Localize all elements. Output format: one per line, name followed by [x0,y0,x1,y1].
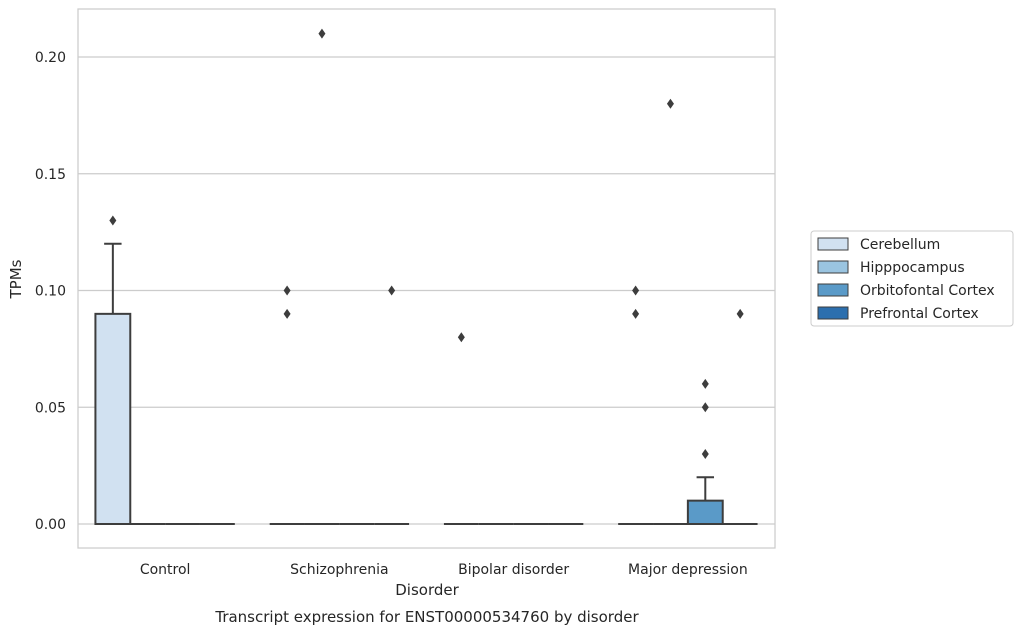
outlier-point [666,98,674,109]
box-prefrontal-cortex [374,285,410,525]
x-tick-label: Control [140,562,191,578]
outlier-point [457,332,465,343]
box-hipppocampus [304,28,340,525]
outlier-point [283,285,291,296]
legend-frame [810,230,1014,327]
outlier-point [318,28,326,39]
box-cerebellum [618,285,654,525]
legend-swatch [817,260,849,274]
outlier-point [736,308,744,319]
x-tick-label: Schizophrenia [290,562,388,578]
x-axis-label: Disorder [395,581,459,599]
box-cerebellum [94,215,132,525]
box-orbitofontal-cortex [686,378,724,525]
y-tick-label: 0.20 [35,50,66,66]
legend-swatch [817,237,849,251]
y-tick-label: 0.05 [35,400,66,416]
outlier-point [388,285,396,296]
legend-label: Orbitofontal Cortex [860,283,995,299]
box-prefrontal-cortex [722,308,758,525]
box-cerebellum [269,285,305,525]
outlier-point [701,378,709,389]
chart-caption: Transcript expression for ENST0000053476… [214,608,639,626]
legend-entries: Cerebellum Hipppocampus Orbitofontal Corte… [817,237,995,322]
box-marks [94,28,758,525]
y-tick-label: 0.15 [35,167,66,183]
y-tick-label: 0.10 [35,284,66,300]
outlier-point [701,448,709,459]
y-tick-label: 0.00 [35,517,66,533]
box-body [686,499,724,525]
y-axis-label: TPMs [7,259,25,299]
legend-swatch [817,283,849,297]
outlier-point [632,285,640,296]
x-tick-labels: Control Schizophrenia Bipolar disorder Majo… [140,562,748,578]
box-hipppocampus [653,98,688,525]
x-tick-label: Bipolar disorder [458,562,569,578]
legend-swatch [817,306,849,320]
box-body [94,312,132,525]
x-tick-label: Major depression [628,562,748,578]
outlier-point [701,402,709,413]
plot-area [78,9,775,548]
plot-frame [77,8,776,549]
legend: Cerebellum Hipppocampus Orbitofontal Corte… [810,230,1014,327]
y-tick-labels: 0.00 0.05 0.10 0.15 0.20 [35,50,66,533]
outlier-point [632,308,640,319]
outlier-point [283,308,291,319]
legend-label: Prefrontal Cortex [860,306,979,322]
legend-label: Hipppocampus [860,260,965,276]
outlier-point [109,215,117,226]
box-cerebellum [443,332,479,525]
legend-label: Cerebellum [860,237,940,253]
